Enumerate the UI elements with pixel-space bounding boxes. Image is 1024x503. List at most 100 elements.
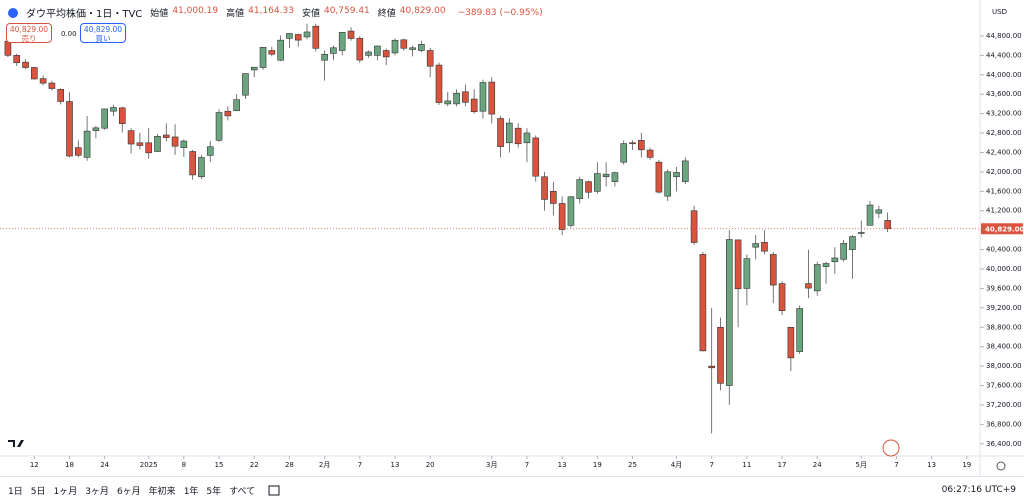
buy-label: 買い bbox=[95, 34, 111, 43]
candle-body bbox=[752, 243, 759, 248]
candle-body bbox=[664, 171, 672, 197]
spread: 0.00 bbox=[61, 30, 77, 38]
y-tick-label: 36,400.00 bbox=[986, 440, 1022, 448]
candle-body bbox=[717, 326, 724, 384]
x-tick-label: 7 bbox=[525, 461, 529, 469]
candle-body bbox=[39, 78, 47, 84]
candle-body bbox=[470, 98, 478, 113]
candle-body bbox=[638, 140, 645, 151]
currency[interactable]: USD bbox=[992, 8, 1007, 16]
candle-body bbox=[673, 172, 680, 178]
candle-body bbox=[699, 254, 707, 352]
y-tick-label: 42,000.00 bbox=[986, 168, 1022, 176]
candle-body bbox=[136, 142, 144, 146]
candle-body bbox=[294, 34, 302, 41]
y-tick-label: 36,800.00 bbox=[986, 420, 1022, 428]
candle-body bbox=[813, 264, 821, 292]
candle-body bbox=[558, 203, 566, 230]
x-tick-label: 7 bbox=[358, 461, 362, 469]
candle-body bbox=[725, 239, 733, 386]
candle-body bbox=[875, 209, 883, 214]
symbol-icon bbox=[8, 7, 18, 18]
timeframe-button[interactable]: 1年 bbox=[183, 486, 199, 497]
timeframe-button[interactable]: 1日 bbox=[8, 486, 23, 497]
candle-body bbox=[567, 196, 575, 226]
candle-body bbox=[409, 47, 416, 50]
candle-body bbox=[118, 107, 126, 125]
sell-label: 売り bbox=[21, 34, 37, 43]
candle-body bbox=[576, 179, 584, 199]
y-tick-label: 42,400.00 bbox=[986, 148, 1022, 156]
event-icon[interactable] bbox=[882, 439, 900, 457]
x-tick-label: 8 bbox=[182, 461, 186, 469]
timeframes: 1日 5日 1ヶ月 3ヶ月 6ヶ月 年初来 1年 5年 すべて bbox=[0, 484, 255, 497]
y-tick-label: 38,800.00 bbox=[986, 323, 1022, 331]
timeframe-button[interactable]: すべて bbox=[229, 486, 256, 497]
candle-body bbox=[259, 47, 267, 68]
candle-body bbox=[321, 53, 328, 61]
candle-body bbox=[277, 39, 284, 61]
candle-body bbox=[506, 122, 513, 144]
candle-body bbox=[110, 107, 117, 112]
ohlc-label: 高値 bbox=[226, 9, 245, 19]
candle-body bbox=[418, 44, 425, 51]
sell-price: 40,829.00 bbox=[9, 25, 49, 34]
candle-body bbox=[57, 89, 65, 102]
candle-body bbox=[690, 210, 698, 243]
candle-body bbox=[805, 283, 812, 289]
x-tick-label: 13 bbox=[558, 461, 567, 469]
y-tick-label: 42,800.00 bbox=[986, 129, 1022, 137]
candle-body bbox=[840, 243, 847, 260]
x-tick-label: 2月 bbox=[319, 461, 330, 469]
candle-body bbox=[127, 130, 135, 145]
ohlc-label: 始値 bbox=[150, 9, 169, 19]
timeframe-button[interactable]: 6ヶ月 bbox=[116, 486, 141, 497]
candle-body bbox=[66, 101, 73, 157]
timeframe-button[interactable]: 5年 bbox=[206, 486, 222, 497]
symbol[interactable]: ダウ平均株価・1日・TVC bbox=[26, 9, 143, 20]
timeframe-button[interactable]: 5日 bbox=[30, 486, 46, 497]
candle-body bbox=[22, 61, 29, 68]
candle-body bbox=[286, 33, 293, 39]
candle-body bbox=[453, 92, 460, 105]
candle-body bbox=[884, 220, 891, 230]
candle-body bbox=[374, 45, 381, 56]
x-tick-label: 18 bbox=[65, 461, 74, 469]
price-label: 40,829.00 bbox=[985, 225, 1024, 233]
candle-body bbox=[462, 91, 469, 103]
candle-body bbox=[620, 143, 628, 163]
y-tick-label: 38,400.00 bbox=[986, 343, 1022, 351]
candle-body bbox=[857, 232, 865, 234]
y-tick-label: 44,000.00 bbox=[986, 71, 1022, 79]
x-tick-label: 19 bbox=[593, 461, 602, 469]
buy-button[interactable]: 40,829.00 買い bbox=[80, 23, 126, 43]
candle-body bbox=[382, 50, 390, 58]
candle-body bbox=[206, 146, 214, 156]
x-tick-label: 20 bbox=[426, 461, 435, 469]
candle-body bbox=[831, 257, 839, 263]
candle-body bbox=[435, 64, 443, 103]
settings-icon[interactable] bbox=[996, 461, 1006, 471]
x-tick-label: 24 bbox=[100, 461, 109, 469]
candle-body bbox=[743, 258, 751, 289]
candle-body bbox=[268, 50, 276, 55]
candle-body bbox=[778, 283, 786, 311]
date-range-icon[interactable] bbox=[267, 483, 281, 497]
buy-price: 40,829.00 bbox=[83, 25, 123, 34]
sell-button[interactable]: 40,829.00 売り bbox=[6, 23, 52, 43]
timeframe-button[interactable]: 3ヶ月 bbox=[85, 486, 109, 497]
y-tick-label: 40,400.00 bbox=[986, 246, 1022, 254]
x-tick-label: 28 bbox=[285, 461, 294, 469]
x-tick-label: 22 bbox=[250, 461, 259, 469]
timeframe-button[interactable]: 年初来 bbox=[148, 486, 176, 497]
timeframe-button[interactable]: 1ヶ月 bbox=[53, 486, 78, 497]
candle-body bbox=[31, 67, 38, 80]
x-tick-label: 5月 bbox=[856, 461, 867, 469]
x-tick-label: 13 bbox=[391, 461, 400, 469]
toolbar: 1日 5日 1ヶ月 3ヶ月 6ヶ月 年初来 1年 5年 すべて 06:27:16 UTC+9 bbox=[0, 476, 1024, 503]
y-tick-label: 39,600.00 bbox=[986, 284, 1022, 292]
candle-body bbox=[514, 127, 522, 145]
x-tick-label: 3月 bbox=[486, 461, 497, 469]
candle-body bbox=[479, 82, 487, 112]
y-tick-label: 37,200.00 bbox=[986, 401, 1022, 409]
